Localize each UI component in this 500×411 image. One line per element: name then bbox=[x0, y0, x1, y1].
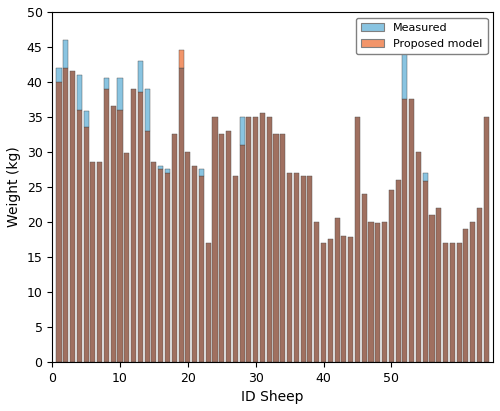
Bar bbox=[430, 215, 434, 362]
Bar bbox=[212, 117, 218, 362]
Bar bbox=[402, 99, 407, 362]
Bar bbox=[464, 229, 468, 362]
Bar bbox=[219, 134, 224, 362]
Bar bbox=[477, 208, 482, 362]
Bar bbox=[226, 131, 231, 362]
Bar bbox=[77, 110, 82, 362]
Bar bbox=[84, 127, 88, 362]
Bar bbox=[389, 190, 394, 362]
Bar bbox=[63, 40, 68, 68]
Bar bbox=[253, 117, 258, 362]
Bar bbox=[97, 162, 102, 362]
Bar bbox=[165, 169, 170, 173]
Bar bbox=[138, 92, 143, 362]
Bar bbox=[233, 176, 238, 362]
Bar bbox=[104, 79, 109, 89]
Bar bbox=[416, 152, 421, 362]
Bar bbox=[308, 176, 312, 362]
Bar bbox=[178, 51, 184, 68]
Bar bbox=[368, 222, 374, 362]
Bar bbox=[260, 113, 265, 362]
Bar bbox=[382, 222, 387, 362]
Bar bbox=[470, 222, 476, 362]
Bar bbox=[63, 68, 68, 362]
Bar bbox=[436, 208, 442, 362]
Bar bbox=[396, 180, 400, 362]
Bar bbox=[240, 117, 244, 145]
Bar bbox=[178, 68, 184, 362]
Bar bbox=[131, 89, 136, 362]
Bar bbox=[294, 173, 299, 362]
Bar bbox=[409, 99, 414, 362]
Bar bbox=[158, 166, 164, 169]
Bar bbox=[443, 243, 448, 362]
Bar bbox=[334, 218, 340, 362]
Bar bbox=[300, 176, 306, 362]
Bar bbox=[84, 111, 88, 127]
Bar bbox=[124, 153, 130, 362]
Bar bbox=[118, 79, 122, 110]
Bar bbox=[172, 134, 177, 362]
Bar bbox=[287, 173, 292, 362]
Bar bbox=[402, 54, 407, 99]
Bar bbox=[118, 110, 122, 362]
Bar bbox=[422, 181, 428, 362]
Bar bbox=[70, 72, 75, 362]
Bar bbox=[192, 166, 197, 362]
Bar bbox=[342, 236, 346, 362]
Bar bbox=[422, 173, 428, 181]
Bar bbox=[314, 222, 320, 362]
Bar bbox=[246, 117, 252, 362]
Bar bbox=[321, 243, 326, 362]
Bar bbox=[328, 239, 333, 362]
Legend: Measured, Proposed model: Measured, Proposed model bbox=[356, 18, 488, 54]
Bar bbox=[56, 68, 62, 82]
Bar bbox=[280, 134, 285, 362]
Bar bbox=[450, 243, 455, 362]
Bar bbox=[90, 162, 96, 362]
Bar bbox=[110, 106, 116, 362]
Bar bbox=[355, 117, 360, 362]
Bar bbox=[144, 89, 150, 131]
Bar bbox=[56, 82, 62, 362]
Bar bbox=[266, 117, 272, 362]
Bar bbox=[186, 152, 190, 362]
Bar bbox=[274, 134, 278, 362]
Bar bbox=[240, 145, 244, 362]
Bar bbox=[348, 237, 353, 362]
Bar bbox=[362, 194, 366, 362]
Bar bbox=[104, 89, 109, 362]
Bar bbox=[144, 131, 150, 362]
Bar bbox=[152, 162, 156, 362]
Bar bbox=[484, 117, 489, 362]
Bar bbox=[456, 243, 462, 362]
Bar bbox=[77, 75, 82, 110]
Bar bbox=[206, 243, 211, 362]
Y-axis label: Weight (kg): Weight (kg) bbox=[7, 146, 21, 227]
Bar bbox=[199, 176, 204, 362]
Bar bbox=[138, 61, 143, 92]
Bar bbox=[158, 169, 164, 362]
Bar bbox=[165, 173, 170, 362]
X-axis label: ID Sheep: ID Sheep bbox=[242, 390, 304, 404]
Bar bbox=[375, 223, 380, 362]
Bar bbox=[199, 169, 204, 176]
